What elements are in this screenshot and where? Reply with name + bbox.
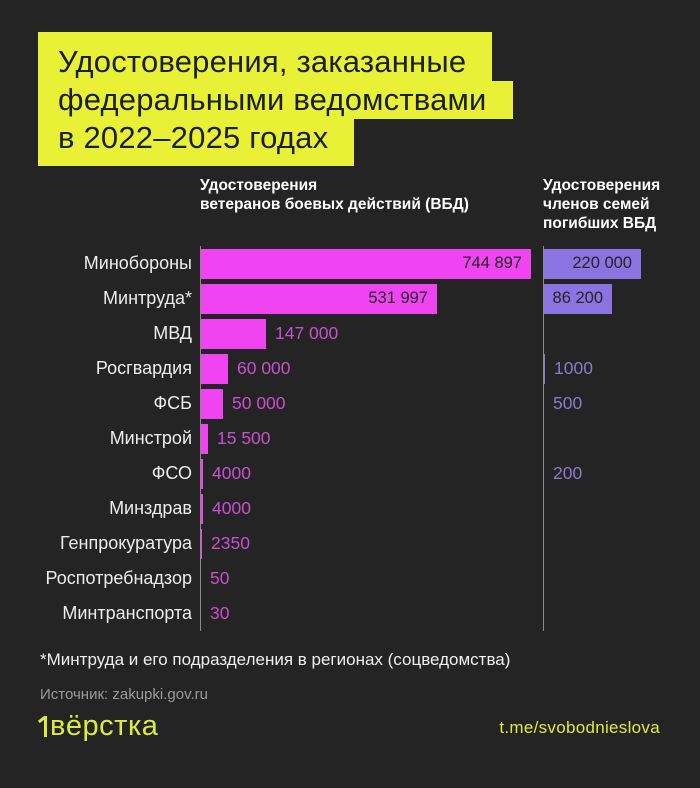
right-plot-area [543,491,660,526]
left-column-header-line-2: ветеранов боевых действий (ВБД) [200,196,469,213]
bar-veterans [201,458,203,489]
category-label: Генпрокуратура [59,533,192,553]
bar-value: 15 500 [217,428,271,448]
bar-value: 744 897 [462,254,522,272]
category-label: Минстрой [109,428,192,448]
right-column-header-line-2: членов семей [543,196,650,213]
bar-veterans [201,388,223,419]
right-plot-area: 220 000 [543,246,660,281]
bar-value: 200 [553,463,583,483]
footnote: *Минтруда и его подразделения в регионах… [40,650,511,669]
right-column-header-line-1: Удостоверения [543,177,661,194]
category-label: Минтранспорта [62,603,192,623]
chart-row: Минобороны 744 897 220 000 [40,246,660,281]
bar-value: 1000 [554,358,593,378]
left-plot-area: 147 000 [200,316,543,351]
category-label: МВД [153,323,192,343]
bar-value: 30 [210,603,230,623]
right-plot-area: 86 200 [543,281,660,316]
left-column-header-line-1: Удостоверения [200,177,318,194]
right-plot-area: 200 [543,456,660,491]
bar-value: 86 200 [552,289,603,307]
bar-value: 147 000 [275,323,339,343]
bar-veterans [201,353,228,384]
category-label: Минздрав [109,498,192,518]
chart-row: Роспотребнадзор 50 [40,561,660,596]
left-plot-area: 4000 [200,456,543,491]
bar-veterans [201,528,202,559]
chart-row: Генпрокуратура 2350 [40,526,660,561]
source-caption: Источник: zakupki.gov.ru [40,686,208,703]
telegram-link: t.me/svobodnieslova [499,718,660,737]
title-line-1: Удостоверения, заказанные [38,32,493,81]
category-label: Минтруда* [103,288,192,308]
left-plot-area: 50 000 [200,386,543,421]
chart-row: Росгвардия 60 000 1000 [40,351,660,386]
title-line-3: в 2022–2025 годах [38,119,355,166]
bar-chart: Минобороны 744 897 220 000 Минтруда* 531 997… [40,246,660,631]
bar-veterans: 531 997 [201,283,437,314]
bar-veterans [201,423,208,454]
chart-row: Минтранспорта 30 [40,596,660,631]
right-plot-area [543,596,660,631]
right-plot-area: 500 [543,386,660,421]
category-label: ФСБ [153,393,193,413]
right-column-header-line-3: погибших ВБД [543,215,657,232]
title-line-2: федеральными ведомствами [38,81,513,119]
right-plot-area: 1000 [543,351,660,386]
right-plot-area [543,526,660,561]
bar-value: 2350 [211,533,250,553]
bar-value: 220 000 [572,254,632,272]
bar-veterans [201,493,203,524]
bar-veterans: 744 897 [201,248,531,279]
left-plot-area: 4000 [200,491,543,526]
verstka-logo-mark-icon [44,716,47,737]
bar-families: 86 200 [544,283,612,314]
category-label: Росгвардия [95,358,192,378]
verstka-logo: вёрстка [44,710,158,743]
chart-row: ФСО 4000 200 [40,456,660,491]
chart-row: ФСБ 50 000 500 [40,386,660,421]
bar-value: 4000 [212,463,251,483]
bar-value: 50 000 [232,393,286,413]
left-plot-area: 531 997 [200,281,543,316]
left-plot-area: 30 [200,596,543,631]
right-plot-area [543,421,660,456]
chart-row: Минздрав 4000 [40,491,660,526]
bar-families: 220 000 [544,248,641,279]
left-plot-area: 60 000 [200,351,543,386]
chart-row: Минстрой 15 500 [40,421,660,456]
right-column-header: Удостоверения членов семей погибших ВБД [543,176,660,233]
chart-row: Минтруда* 531 997 86 200 [40,281,660,316]
bar-value: 4000 [212,498,251,518]
bar-value: 60 000 [237,358,291,378]
left-plot-area: 2350 [200,526,543,561]
category-label: Роспотребнадзор [45,568,193,588]
left-plot-area: 744 897 [200,246,543,281]
right-plot-area [543,316,660,351]
bar-veterans [201,318,266,349]
category-label: Минобороны [83,253,192,273]
bar-value: 500 [553,393,583,413]
left-plot-area: 15 500 [200,421,543,456]
bar-value: 50 [210,568,230,588]
bar-families [544,353,545,384]
category-label: ФСО [151,463,192,483]
verstka-logo-text: вёрстка [50,710,159,742]
left-column-header: Удостоверения ветеранов боевых действий … [200,176,469,214]
bar-value: 531 997 [368,289,428,307]
page-title: Удостоверения, заказанные федеральными в… [38,32,513,166]
left-plot-area: 50 [200,561,543,596]
right-plot-area [543,561,660,596]
chart-row: МВД 147 000 [40,316,660,351]
